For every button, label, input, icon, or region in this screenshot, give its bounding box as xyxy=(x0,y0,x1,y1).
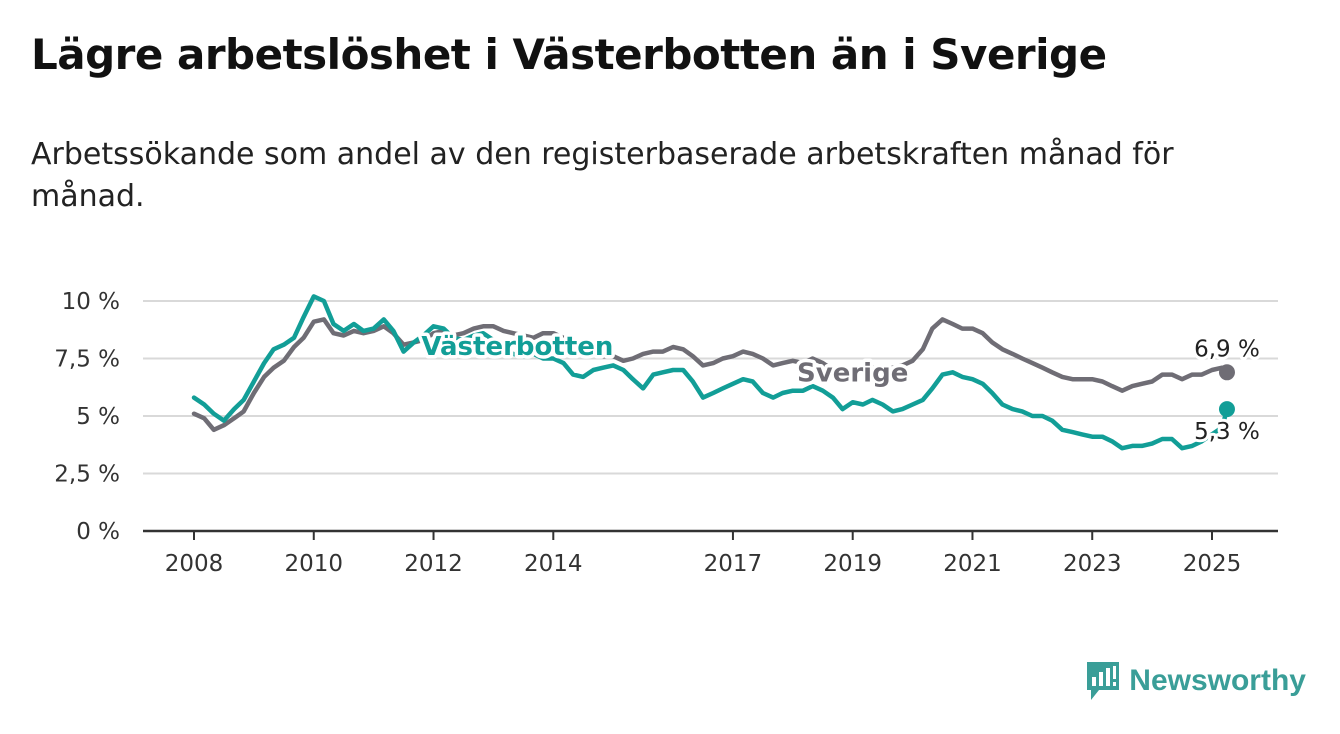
series-labels: Sverige Västerbotten 6,9 % 5,3 % xyxy=(418,328,1263,448)
series-line-västerbotten xyxy=(191,294,1230,451)
y-tick-label: 0 % xyxy=(76,519,120,545)
x-tick-label: 2019 xyxy=(823,551,882,577)
end-value-label: 5,3 % xyxy=(1194,419,1260,445)
x-axis: 2008 2010 2012 2014 2017 2019 2021 2023 2025 xyxy=(143,529,1278,577)
y-tick-label: 2,5 % xyxy=(54,462,120,488)
y-axis-ticks: 0 % 2,5 % 5 % 7,5 % 10 % xyxy=(54,289,120,545)
x-tick-label: 2012 xyxy=(404,551,463,577)
x-tick-label: 2010 xyxy=(284,551,343,577)
chart-subtitle: Arbetssökande som andel av den registerb… xyxy=(31,137,1174,214)
series-lines xyxy=(191,294,1230,451)
y-tick-label: 7,5 % xyxy=(54,347,120,373)
end-value-label: 6,9 % xyxy=(1194,336,1260,362)
x-tick-label: 2023 xyxy=(1063,551,1122,577)
y-tick-label: 10 % xyxy=(62,289,120,315)
end-point-västerbotten xyxy=(1218,401,1235,418)
brand-name: Newsworthy xyxy=(1129,664,1306,697)
x-tick-label: 2008 xyxy=(165,551,224,577)
x-tick-label: 2025 xyxy=(1183,551,1242,577)
bar-chart-exclamation-icon xyxy=(1087,662,1120,700)
y-tick-label: 5 % xyxy=(76,404,120,430)
x-tick-label: 2017 xyxy=(704,551,763,577)
series-label-västerbotten: Västerbotten xyxy=(421,332,613,362)
newsworthy-logo: Newsworthy xyxy=(1085,660,1306,702)
series-line-sverige xyxy=(191,317,1230,433)
x-tick-label: 2021 xyxy=(943,551,1002,577)
series-label-sverige: Sverige xyxy=(797,358,908,388)
end-point-sverige xyxy=(1218,364,1235,381)
gridlines xyxy=(143,300,1278,475)
x-tick-label: 2014 xyxy=(524,551,583,577)
chart-title: Lägre arbetslöshet i Västerbotten än i S… xyxy=(31,30,1107,79)
